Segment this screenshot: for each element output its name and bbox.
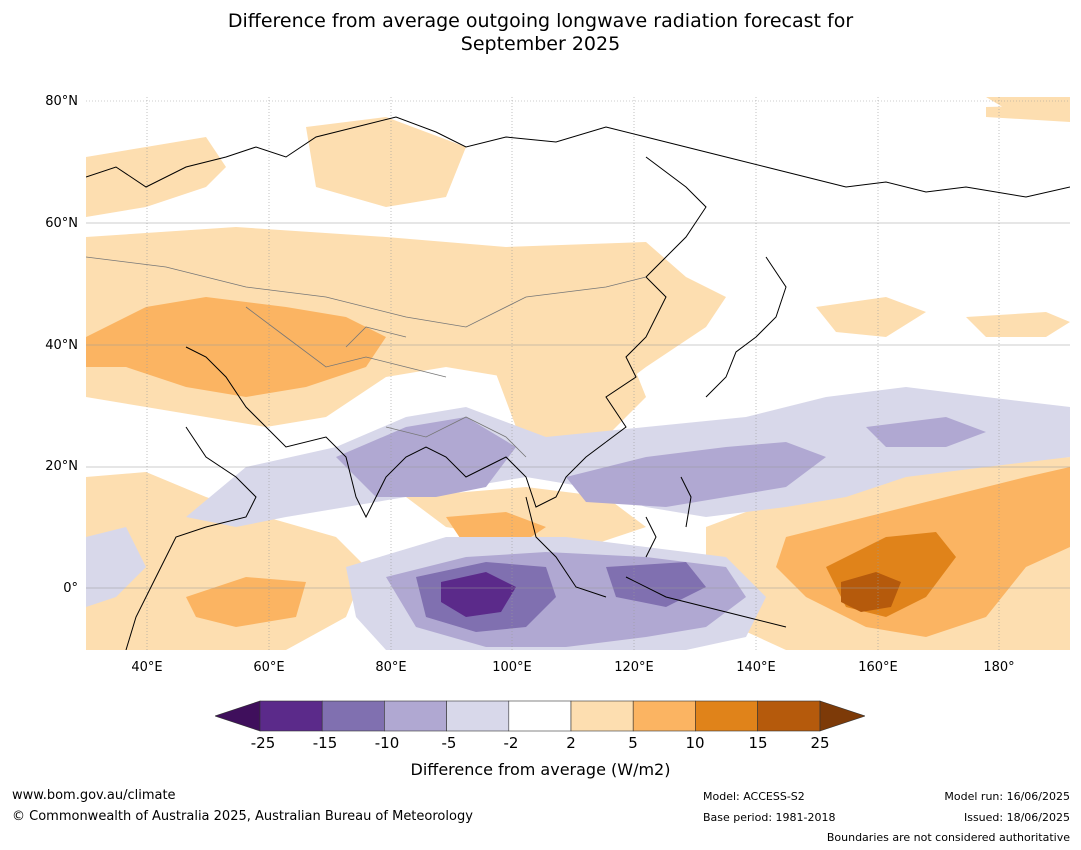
lon-label-140e: 140°E (736, 660, 776, 675)
colorbar-tick: -10 (374, 734, 400, 752)
coastlines (86, 116, 1070, 650)
footer-copyright: © Commonwealth of Australia 2025, Austra… (12, 809, 473, 824)
lon-label-40e: 40°E (131, 660, 163, 675)
footer-url[interactable]: www.bom.gov.au/climate (12, 788, 176, 803)
colorbar-bin-9 (757, 700, 821, 732)
colorbar-tick: 10 (685, 734, 705, 752)
colorbar-bin-1 (259, 700, 323, 732)
footer-disclaimer: Boundaries are not considered authoritat… (826, 831, 1070, 844)
lat-label-20n: 20°N (45, 459, 78, 474)
colorbar-tick: -2 (503, 734, 519, 752)
colorbar-tick: -15 (312, 734, 338, 752)
lon-label-60e: 60°E (253, 660, 285, 675)
title-line-1: Difference from average outgoing longwav… (227, 10, 854, 32)
colorbar-bin-6 (570, 700, 634, 732)
anomaly-brown (841, 572, 901, 612)
colorbar-tick: 5 (628, 734, 638, 752)
colorbar-tick: -25 (250, 734, 276, 752)
lon-label-100e: 100°E (492, 660, 532, 675)
footer-base-period: Base period: 1981-2018 (703, 811, 836, 824)
colorbar-bin-3 (384, 700, 447, 732)
colorbar-tick: 25 (810, 734, 830, 752)
anomaly-deep-purple (441, 572, 516, 617)
footer-model-run: Model run: 16/06/2025 (944, 790, 1070, 803)
colorbar-min-arrow (215, 700, 261, 732)
map-title: Difference from average outgoing longwav… (0, 10, 1081, 56)
colorbar-tick: -5 (441, 734, 457, 752)
colorbar (215, 700, 865, 732)
colorbar-bin-7 (632, 700, 696, 732)
footer-model: Model: ACCESS-S2 (703, 790, 805, 803)
colorbar-label: Difference from average (W/m2) (410, 760, 671, 779)
colorbar-bin-2 (321, 700, 385, 732)
country-borders (86, 256, 647, 458)
colorbar-bin-5 (508, 700, 572, 732)
lon-label-80e: 80°E (375, 660, 407, 675)
olr-anomaly-map (86, 97, 1070, 650)
lat-label-80n: 80°N (45, 94, 78, 109)
lat-label-40n: 40°N (45, 338, 78, 353)
lon-label-120e: 120°E (614, 660, 654, 675)
title-line-2: September 2025 (460, 33, 621, 55)
colorbar-bin-4 (446, 700, 510, 732)
colorbar-bin-8 (695, 700, 758, 732)
lat-label-0: 0° (63, 581, 78, 596)
footer-issued: Issued: 18/06/2025 (963, 811, 1070, 824)
colorbar-tick: 15 (748, 734, 768, 752)
colorbar-tick: 2 (566, 734, 576, 752)
lon-label-160e: 160°E (858, 660, 898, 675)
lat-label-60n: 60°N (45, 216, 78, 231)
colorbar-max-arrow (819, 700, 865, 732)
lon-label-180: 180° (983, 660, 1015, 675)
